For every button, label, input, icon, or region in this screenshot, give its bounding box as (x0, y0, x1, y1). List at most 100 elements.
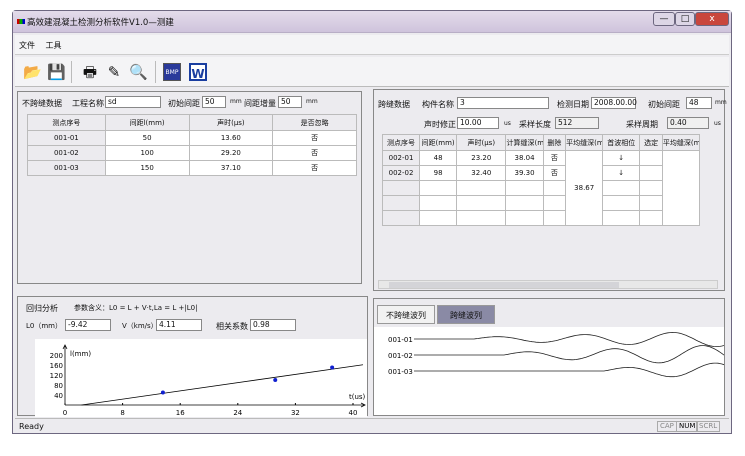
y-tick-label: 200 (50, 352, 63, 360)
project-name-input[interactable]: sd (105, 96, 161, 108)
table-cell: 29.20 (188, 145, 274, 161)
init-spacing-input[interactable]: 48 (686, 97, 712, 109)
menu-tools[interactable]: 工具 (45, 41, 62, 50)
date-input[interactable]: 2008.00.00 (591, 97, 637, 109)
y-axis-label: l(mm) (70, 350, 91, 358)
data-point (273, 378, 278, 382)
table-cell: 13.60 (188, 130, 274, 146)
x-tick-label: 40 (349, 409, 358, 417)
column-header[interactable]: 计算缝深(mm) (505, 134, 544, 151)
close-button[interactable]: x (695, 12, 729, 26)
time-correction-input[interactable]: 10.00 (457, 117, 499, 129)
num-indicator: NUM (676, 421, 699, 432)
table-row[interactable]: 001-02 100 29.20 否 (27, 145, 357, 161)
column-header[interactable]: 选定 (639, 134, 663, 151)
table-cell: 98 (419, 165, 458, 181)
column-header[interactable]: 测点序号 (27, 114, 106, 131)
column-header[interactable]: 声时(μs) (456, 134, 507, 151)
table-cell (542, 210, 567, 226)
avg-depth-cell: 38.67 (565, 150, 604, 226)
column-header[interactable]: 间距(mm) (419, 134, 458, 151)
table-cell: 001-01 (27, 130, 106, 146)
toolbar-separator (71, 61, 72, 83)
table-cell (639, 150, 663, 166)
table-row[interactable]: 002-02 98 32.40 39.30 否 ↓ (381, 165, 700, 181)
column-header[interactable]: 是否忽略 (272, 114, 357, 131)
member-label: 构件名称 (422, 100, 454, 109)
project-label: 工程名称 (72, 99, 104, 108)
table-row[interactable]: 001-01 50 13.60 否 (27, 130, 357, 146)
table-cell: ↓ (602, 165, 641, 181)
minimize-button[interactable]: — (653, 12, 675, 26)
correlation-input[interactable]: 0.98 (250, 319, 296, 331)
export-word-icon[interactable]: W (189, 63, 207, 81)
member-name-input[interactable]: 3 (457, 97, 549, 109)
crack-table: 测点序号间距(mm)声时(μs)计算缝深(mm)删除平均缝深(mm)首波相位选定… (381, 134, 701, 226)
window-title: 高效建混凝土检测分析软件V1.0—测建 (27, 18, 174, 28)
x-axis-label: t(us) (349, 393, 366, 401)
y-tick-label: 160 (50, 362, 63, 370)
x-tick-label: 8 (120, 409, 124, 417)
column-header[interactable]: 间距l(mm) (104, 114, 190, 131)
sample-period-input[interactable]: 0.40 (667, 117, 709, 129)
init-spacing-input[interactable]: 50 (202, 96, 226, 108)
waveform-panel: 不跨缝波列 跨缝波列 001-01 001-02 001-03 (373, 298, 725, 416)
column-header[interactable]: 声时(μs) (188, 114, 274, 131)
table-cell: 否 (272, 130, 357, 146)
tab-no-crack-waves[interactable]: 不跨缝波列 (377, 305, 435, 324)
table-row[interactable] (381, 195, 700, 211)
l0-input[interactable]: -9.42 (65, 319, 111, 331)
table-row[interactable] (381, 210, 700, 226)
export-bmp-icon[interactable]: BMP (163, 63, 181, 81)
table-row[interactable] (381, 180, 700, 196)
crack-panel: 跨缝数据 构件名称 3 检测日期 2008.00.00 初始间距 48 mm 声… (373, 89, 727, 291)
status-text: Ready (19, 422, 44, 431)
sample-period-label: 采样周期 (626, 120, 658, 129)
init-spacing-label: 初始间距 (168, 99, 200, 108)
regression-line (81, 364, 364, 406)
toolbar: 📂 💾 🖶 ✎ 🔍 BMP W (15, 57, 729, 87)
open-folder-icon[interactable]: 📂 (23, 63, 42, 81)
y-tick-label: 40 (54, 392, 63, 400)
x-tick-label: 16 (176, 409, 185, 417)
horizontal-scrollbar[interactable] (378, 280, 718, 289)
increment-label: 间距增量 (244, 99, 276, 108)
table-row[interactable]: 002-01 48 23.20 38.04 否 38.67 ↓ (381, 150, 701, 226)
table-cell (542, 195, 567, 211)
column-header[interactable]: 首波相位 (602, 134, 641, 151)
table-cell (419, 195, 458, 211)
regression-title: 回归分析 (26, 304, 58, 313)
scrollbar-thumb[interactable] (389, 282, 619, 288)
table-cell: 150 (104, 160, 190, 176)
column-header[interactable]: 平均缝深(mm) (661, 134, 701, 151)
x-tick-label: 24 (233, 409, 242, 417)
no-crack-panel: 不跨缝数据 工程名称 sd 初始间距 50 mm 间距增量 50 mm 测点序号… (17, 91, 362, 284)
menu-file[interactable]: 文件 (19, 41, 35, 50)
wave-label: 001-02 (388, 352, 413, 360)
regression-chart: 0 8 16 24 32 40 40 80 120 160 200 l(mm) t(us) (35, 339, 367, 417)
date-label: 检测日期 (557, 100, 589, 109)
y-tick-label: 120 (50, 372, 63, 380)
increment-input[interactable]: 50 (278, 96, 302, 108)
column-header[interactable]: 删除 (542, 134, 567, 151)
maximize-button[interactable]: □ (675, 12, 695, 26)
table-cell: 100 (104, 145, 190, 161)
column-header[interactable]: 平均缝深(mm) (565, 134, 604, 151)
column-header[interactable]: 测点序号 (381, 134, 421, 151)
sample-length-input[interactable]: 512 (555, 117, 599, 129)
v-input[interactable]: 4.11 (156, 319, 202, 331)
table-row[interactable]: 001-03 150 37.10 否 (27, 160, 357, 176)
no-crack-table: 测点序号 间距l(mm) 声时(μs) 是否忽略 001-01 50 13.60 否 001-0… (27, 114, 357, 176)
print-setup-icon[interactable]: ✎ (107, 63, 121, 81)
save-icon[interactable]: 💾 (47, 63, 66, 81)
table-cell (505, 210, 544, 226)
table-cell (602, 180, 641, 196)
section-label: 跨缝数据 (378, 100, 410, 109)
tab-crack-waves[interactable]: 跨缝波列 (437, 305, 495, 324)
table-cell (456, 180, 507, 196)
table-cell (381, 180, 421, 196)
print-icon[interactable]: 🖶 (82, 63, 98, 81)
table-cell (639, 195, 663, 211)
print-preview-icon[interactable]: 🔍 (129, 63, 148, 81)
table-cell (381, 195, 421, 211)
